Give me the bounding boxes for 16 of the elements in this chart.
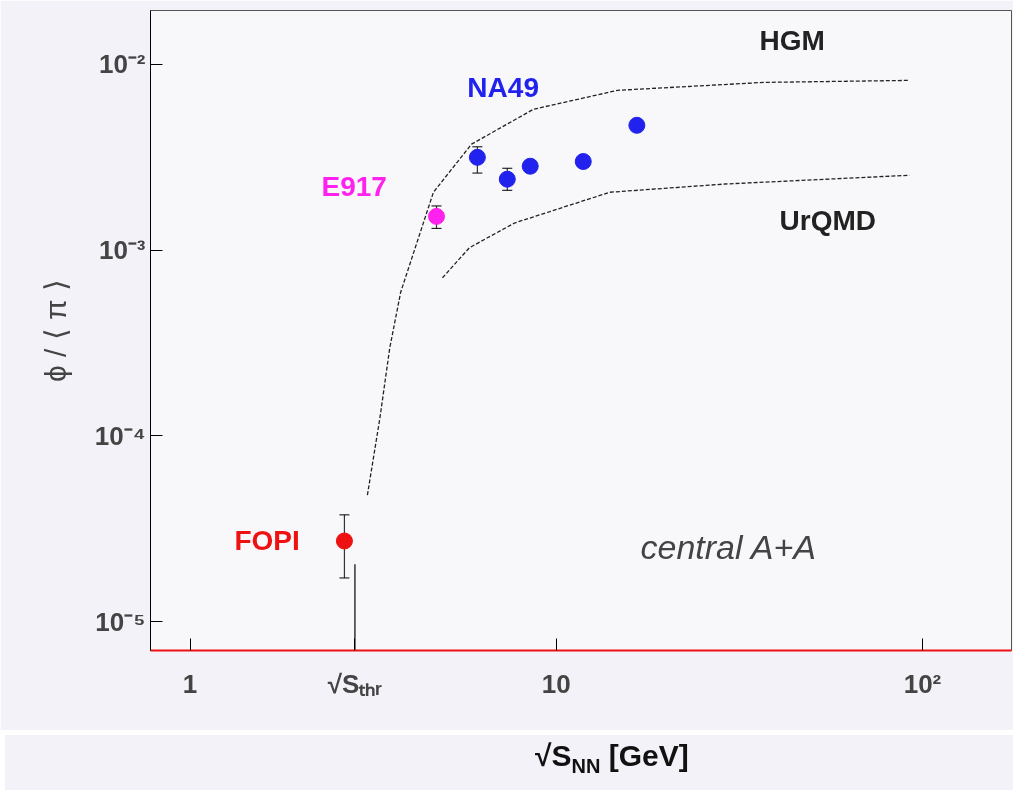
x-tick-label: 10 [541, 668, 571, 699]
series-label: FOPI [234, 525, 300, 557]
y-tick-label: 10⁻³ [98, 235, 146, 266]
series-label: HGM [759, 24, 825, 56]
y-tick-label: 10⁻⁴ [94, 420, 146, 451]
x-tick-label: 10² [903, 668, 942, 699]
x-axis-title: √S$_{NN}$ [GeV] [535, 738, 689, 779]
series-label: UrQMD [779, 204, 877, 236]
series-label: NA49 [467, 71, 539, 103]
series-label: E917 [321, 170, 387, 202]
y-axis-title: ϕ / ⟨ π ⟩ [38, 278, 72, 383]
annotation: central A+A [640, 527, 816, 566]
x-tick-label: 1 [182, 668, 198, 699]
x-tick-label: √Sₜₕᵣ [327, 668, 383, 699]
y-tick-label: 10⁻² [98, 49, 146, 80]
y-tick-label: 10⁻⁵ [95, 606, 146, 637]
